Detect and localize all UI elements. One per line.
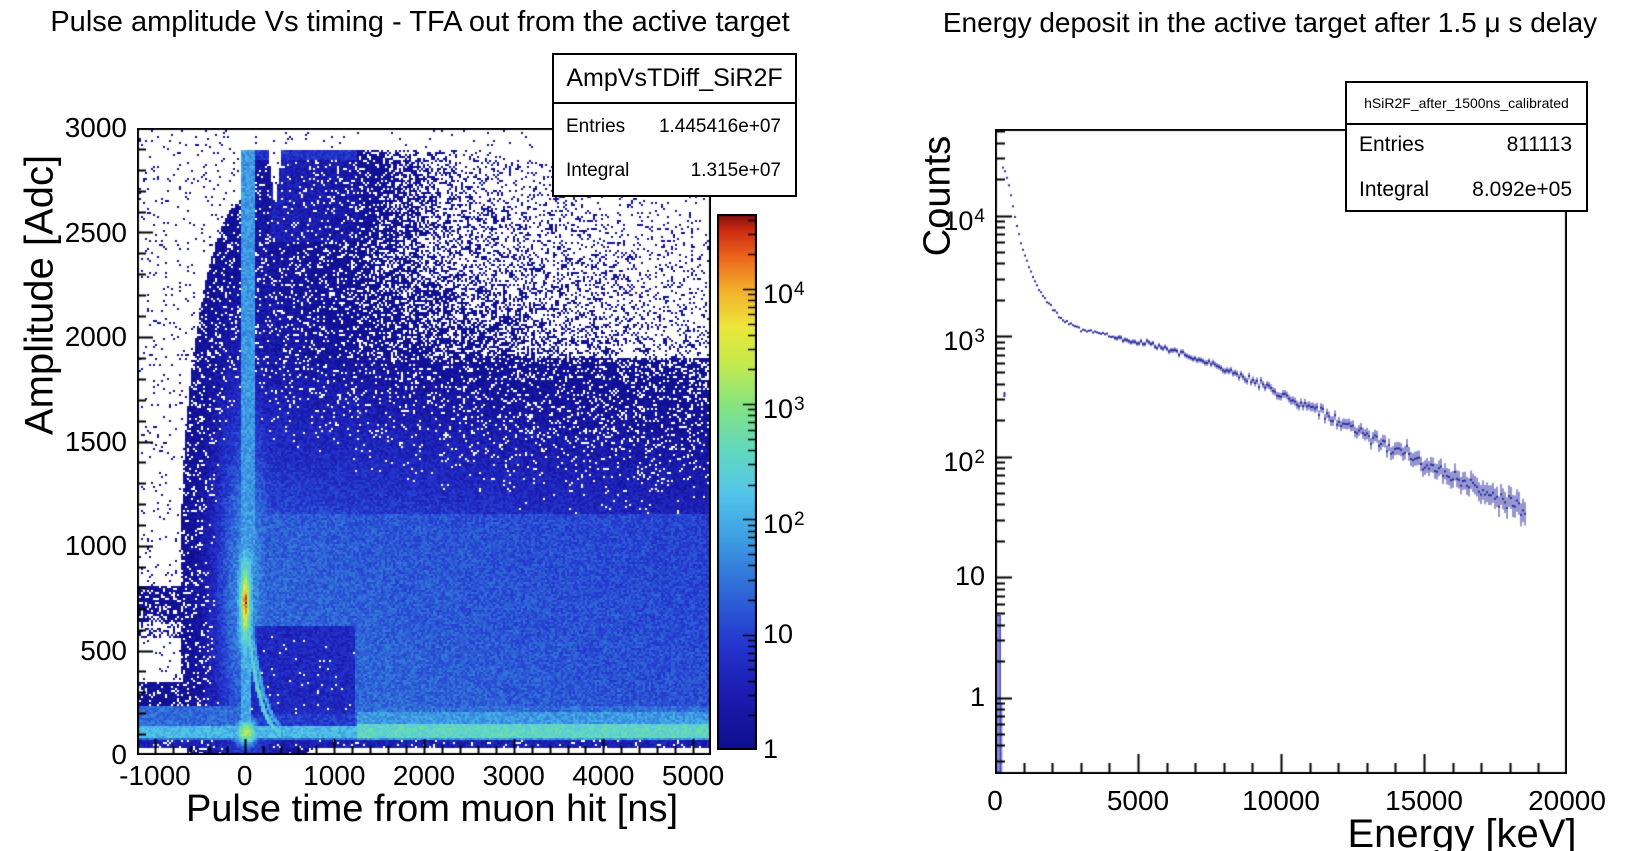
left-x-tick-label: 2000 <box>392 760 456 791</box>
energy-spectrum-plot <box>995 129 1567 774</box>
entries-label: Entries <box>1359 133 1425 156</box>
right-y-tick-label: 103 <box>943 326 985 356</box>
colorbar-tick-label: 104 <box>763 278 805 309</box>
palette-colorbar <box>717 214 757 750</box>
right-stats-integral-row: Integral 8.092e+05 <box>1347 177 1586 203</box>
integral-label: Integral <box>566 160 630 181</box>
entries-value: 811113 <box>1506 133 1572 156</box>
right-y-tick-label: 104 <box>943 205 985 236</box>
right-stats-title: hSiR2F_after_1500ns_calibrated <box>1347 83 1586 125</box>
left-y-tick-label: 2500 <box>64 216 127 248</box>
left-x-tick-label: 5000 <box>661 760 725 791</box>
left-stats-entries-row: Entries 1.445416e+07 <box>554 115 795 139</box>
left-y-tick-label: 3000 <box>64 112 127 143</box>
colorbar-tick-label: 10 <box>763 618 794 649</box>
integral-value: 8.092e+05 <box>1472 178 1572 201</box>
left-x-axis-title: Pulse time from muon hit [ns] <box>185 788 679 830</box>
left-y-tick-label: 0 <box>111 739 127 770</box>
colorbar-tick-label: 1 <box>763 734 779 764</box>
right-stats-box: hSiR2F_after_1500ns_calibrated Entries 8… <box>1345 81 1588 212</box>
left-stats-integral-row: Integral 1.315e+07 <box>554 159 795 183</box>
left-y-tick-label: 1500 <box>64 425 127 457</box>
left-x-tick-label: 4000 <box>572 760 635 791</box>
right-y-tick-label: 1 <box>969 681 985 712</box>
right-x-tick-label: 15000 <box>1385 785 1463 816</box>
right-x-tick-label: 5000 <box>1106 785 1170 816</box>
entries-label: Entries <box>566 116 626 137</box>
right-x-tick-label: 0 <box>987 785 1003 816</box>
left-y-tick-label: 500 <box>80 634 127 666</box>
right-y-tick-label: 102 <box>943 446 985 477</box>
left-x-tick-label: 0 <box>236 760 253 791</box>
left-x-tick-label: 1000 <box>303 760 366 791</box>
colorbar-tick-label: 103 <box>763 394 805 425</box>
left-x-tick-label: 3000 <box>482 760 545 791</box>
left-y-tick-label: 2000 <box>64 321 127 352</box>
entries-value: 1.445416e+07 <box>658 116 781 137</box>
right-x-axis-title: Energy [keV] <box>1347 812 1577 851</box>
right-plot-title: Energy deposit in the active target afte… <box>942 7 1598 38</box>
left-y-tick-label: 1000 <box>64 530 127 561</box>
right-y-tick-label: 10 <box>954 561 985 591</box>
colorbar-tick-label: 102 <box>763 509 805 540</box>
left-x-tick-label: -1000 <box>119 760 191 791</box>
left-plot-title: Pulse amplitude Vs timing - TFA out from… <box>50 6 790 38</box>
amplitude-vs-time-heatmap <box>137 128 711 755</box>
left-stats-title: AmpVsTDiff_SiR2F <box>554 55 795 104</box>
integral-value: 1.315e+07 <box>690 160 781 181</box>
integral-label: Integral <box>1359 178 1430 201</box>
right-x-tick-label: 10000 <box>1242 785 1320 816</box>
right-stats-entries-row: Entries 811113 <box>1347 132 1586 158</box>
left-stats-box: AmpVsTDiff_SiR2F Entries 1.445416e+07 In… <box>552 53 797 197</box>
right-x-tick-label: 20000 <box>1528 785 1606 816</box>
